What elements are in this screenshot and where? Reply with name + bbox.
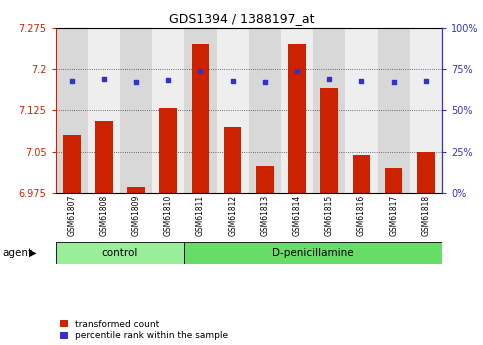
Point [229, 79, 237, 84]
Bar [192, 44, 209, 193]
Point [422, 79, 430, 84]
Text: ▶: ▶ [29, 248, 37, 258]
Point [390, 79, 398, 85]
Point [326, 76, 333, 82]
Bar [127, 187, 145, 193]
Legend: transformed count, percentile rank within the sample: transformed count, percentile rank withi… [60, 320, 228, 341]
Bar [185, 241, 442, 264]
Bar [120, 28, 152, 193]
Bar [385, 168, 402, 193]
Bar [159, 108, 177, 193]
Point [261, 79, 269, 85]
Bar [256, 166, 274, 193]
Bar [152, 28, 185, 193]
Point [132, 79, 140, 85]
Bar [320, 88, 338, 193]
Bar [88, 28, 120, 193]
Bar [313, 28, 345, 193]
Text: control: control [102, 248, 138, 258]
Point [293, 68, 301, 73]
Bar [288, 44, 306, 193]
Bar [224, 127, 242, 193]
Bar [56, 28, 88, 193]
Bar [95, 121, 113, 193]
Bar [345, 28, 378, 193]
Bar [353, 155, 370, 193]
Bar [417, 152, 435, 193]
Bar [56, 241, 185, 264]
Bar [216, 28, 249, 193]
Text: agent: agent [2, 248, 32, 258]
Text: D-penicillamine: D-penicillamine [272, 248, 354, 258]
Point [197, 68, 204, 73]
Bar [378, 28, 410, 193]
Point [357, 79, 365, 84]
Bar [410, 28, 442, 193]
Bar [185, 28, 216, 193]
Bar [63, 135, 81, 193]
Bar [281, 28, 313, 193]
Point [164, 77, 172, 82]
Bar [249, 28, 281, 193]
Point [68, 78, 75, 83]
Text: GDS1394 / 1388197_at: GDS1394 / 1388197_at [169, 12, 314, 25]
Point [100, 76, 108, 82]
